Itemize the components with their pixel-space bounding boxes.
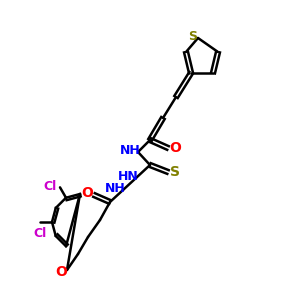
Text: Cl: Cl (44, 180, 57, 193)
Text: O: O (55, 265, 67, 279)
Text: S: S (170, 165, 180, 179)
Text: NH: NH (120, 145, 140, 158)
Text: Cl: Cl (33, 227, 46, 240)
Text: HN: HN (118, 170, 138, 184)
Text: O: O (169, 141, 181, 155)
Text: O: O (81, 186, 93, 200)
Text: NH: NH (105, 182, 125, 196)
Text: S: S (188, 31, 197, 44)
